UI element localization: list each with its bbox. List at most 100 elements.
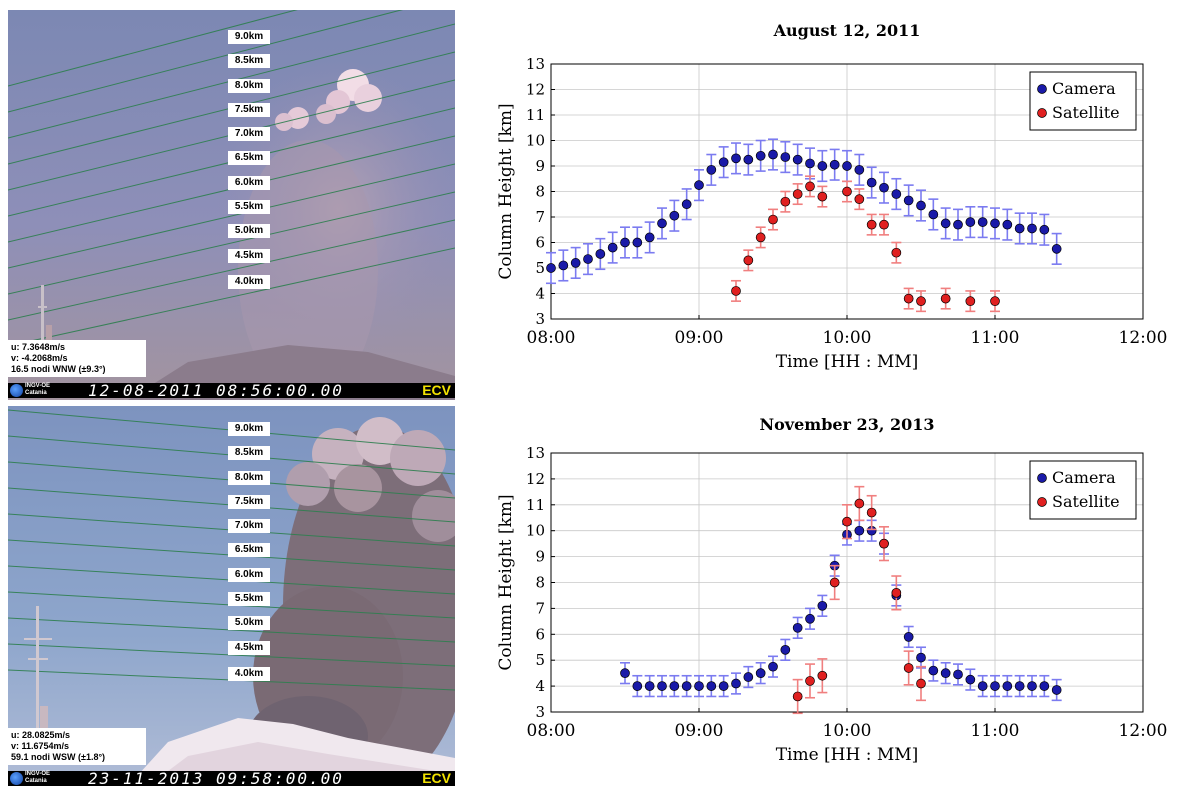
altitude-label: 7.5km bbox=[228, 103, 270, 117]
wind-v: v: 11.6754m/s bbox=[11, 741, 70, 751]
camera-data-point bbox=[706, 681, 717, 691]
camera-data-point bbox=[657, 218, 667, 229]
y-tick-label: 3 bbox=[535, 703, 545, 721]
satellite-data-point bbox=[866, 507, 877, 518]
satellite-data-point bbox=[879, 538, 889, 549]
wind-speed: 16.5 nodi WNW (±9.3°) bbox=[11, 364, 106, 374]
camera-data-point bbox=[669, 681, 680, 691]
satellite-data-point bbox=[940, 293, 951, 304]
legend-box bbox=[1029, 460, 1137, 520]
wind-v: v: -4.2068m/s bbox=[11, 353, 68, 363]
altitude-label: 9.0km bbox=[228, 30, 270, 44]
camera-data-point bbox=[1014, 681, 1025, 691]
satellite-data-point bbox=[780, 196, 791, 207]
satellite-data-point bbox=[916, 678, 926, 689]
x-tick-label: 11:00 bbox=[971, 721, 1020, 741]
x-tick-label: 08:00 bbox=[527, 328, 576, 348]
logo-text: INGV-OE Catania bbox=[25, 771, 51, 784]
camera-data-point bbox=[1051, 244, 1062, 254]
camera-data-point bbox=[977, 217, 988, 227]
altitude-label: 4.0km bbox=[228, 275, 270, 289]
y-tick-label: 7 bbox=[535, 599, 545, 617]
camera-data-point bbox=[743, 154, 754, 165]
y-tick-label: 9 bbox=[535, 157, 545, 175]
camera-data-point bbox=[731, 153, 741, 164]
column-height-chart-2013: November 23, 2013 3 4 5 6 7 8 9 10 11 12 13 08:00 09:… bbox=[496, 415, 1168, 765]
camera-data-point bbox=[632, 681, 643, 691]
satellite-data-point bbox=[965, 296, 976, 306]
wind-u: u: 28.0825m/s bbox=[11, 730, 71, 740]
camera-data-point bbox=[829, 159, 840, 170]
y-tick-label: 8 bbox=[535, 574, 545, 592]
camera-data-point bbox=[718, 681, 729, 691]
camera-data-point bbox=[546, 263, 556, 273]
altitude-label: 4.5km bbox=[228, 249, 270, 263]
camera-data-point bbox=[583, 254, 593, 264]
legend-box bbox=[1029, 71, 1137, 131]
camera-data-point bbox=[990, 218, 1000, 229]
altitude-label: 6.5km bbox=[228, 543, 270, 557]
satellite-data-point bbox=[842, 186, 852, 197]
y-tick-label: 4 bbox=[535, 285, 545, 303]
x-tick-label: 10:00 bbox=[823, 721, 872, 741]
y-tick-label: 3 bbox=[535, 310, 545, 328]
camera-data-point bbox=[891, 189, 902, 199]
camera-data-point bbox=[558, 260, 569, 271]
camera-data-point bbox=[792, 154, 803, 165]
altitude-label: 4.5km bbox=[228, 641, 270, 655]
satellite-data-point bbox=[743, 255, 754, 266]
camera-data-point bbox=[1002, 681, 1013, 691]
timestamp-bar: INGV-OE Catania 12-08-2011 08:56:00.00 E… bbox=[8, 381, 455, 400]
camera-data-point bbox=[916, 652, 926, 663]
y-tick-label: 13 bbox=[526, 444, 545, 462]
altitude-label: 5.5km bbox=[228, 592, 270, 606]
camera-data-point bbox=[595, 249, 606, 259]
legend-marker-satellite bbox=[1037, 497, 1047, 507]
legend-label: Satellite bbox=[1052, 492, 1120, 511]
camera-data-point bbox=[1014, 223, 1025, 234]
camera-data-point bbox=[928, 665, 939, 676]
altitude-label: 5.0km bbox=[228, 616, 270, 630]
logo-text: INGV-OE Catania bbox=[25, 383, 51, 396]
altitude-label: 8.0km bbox=[228, 471, 270, 485]
timestamp-bar: INGV-OE Catania 23-11-2013 09:58:00.00 E… bbox=[8, 769, 455, 786]
y-tick-label: 10 bbox=[526, 522, 545, 540]
y-tick-label: 6 bbox=[535, 234, 545, 252]
timestamp: 23-11-2013 09:58:00.00 bbox=[88, 769, 344, 786]
y-tick-label: 5 bbox=[535, 259, 545, 277]
camera-data-point bbox=[940, 668, 951, 678]
camera-data-point bbox=[780, 152, 791, 162]
wind-info-box: u: 28.0825m/s v: 11.6754m/s 59.1 nodi WS… bbox=[8, 728, 146, 765]
satellite-data-point bbox=[879, 219, 889, 230]
camera-data-point bbox=[570, 258, 581, 268]
camera-data-point bbox=[1027, 223, 1037, 234]
satellite-data-point bbox=[805, 676, 815, 686]
camera-data-point bbox=[743, 672, 754, 682]
satellite-data-point bbox=[916, 296, 926, 306]
camera-data-point bbox=[1027, 681, 1037, 691]
altitude-label: 7.0km bbox=[228, 519, 270, 533]
y-tick-label: 13 bbox=[526, 55, 545, 73]
altitude-label: 6.0km bbox=[228, 176, 270, 190]
legend-marker-camera bbox=[1037, 84, 1047, 94]
altitude-label: 8.5km bbox=[228, 446, 270, 460]
column-height-chart-2011: August 12, 2011 3 4 5 6 7 8 9 10 11 12 13 08:00 09:00… bbox=[496, 21, 1168, 372]
x-tick-label: 09:00 bbox=[675, 328, 724, 348]
camera-data-point bbox=[990, 681, 1000, 691]
camera-data-point bbox=[681, 199, 692, 210]
y-tick-label: 4 bbox=[535, 677, 545, 695]
camera-data-point bbox=[755, 668, 766, 678]
wind-speed: 59.1 nodi WSW (±1.8°) bbox=[11, 752, 106, 762]
camera-data-point bbox=[620, 237, 630, 248]
y-tick-label: 7 bbox=[535, 208, 545, 226]
y-tick-label: 9 bbox=[535, 548, 545, 566]
legend-marker-camera bbox=[1037, 473, 1047, 483]
satellite-data-point bbox=[891, 588, 902, 598]
y-tick-label: 11 bbox=[526, 106, 545, 124]
satellite-data-point bbox=[842, 516, 852, 527]
camera-data-point bbox=[940, 218, 951, 229]
camera-data-point bbox=[879, 182, 889, 193]
y-tick-label: 12 bbox=[526, 470, 545, 488]
legend-marker-satellite bbox=[1037, 108, 1047, 118]
x-tick-label: 09:00 bbox=[675, 721, 724, 741]
